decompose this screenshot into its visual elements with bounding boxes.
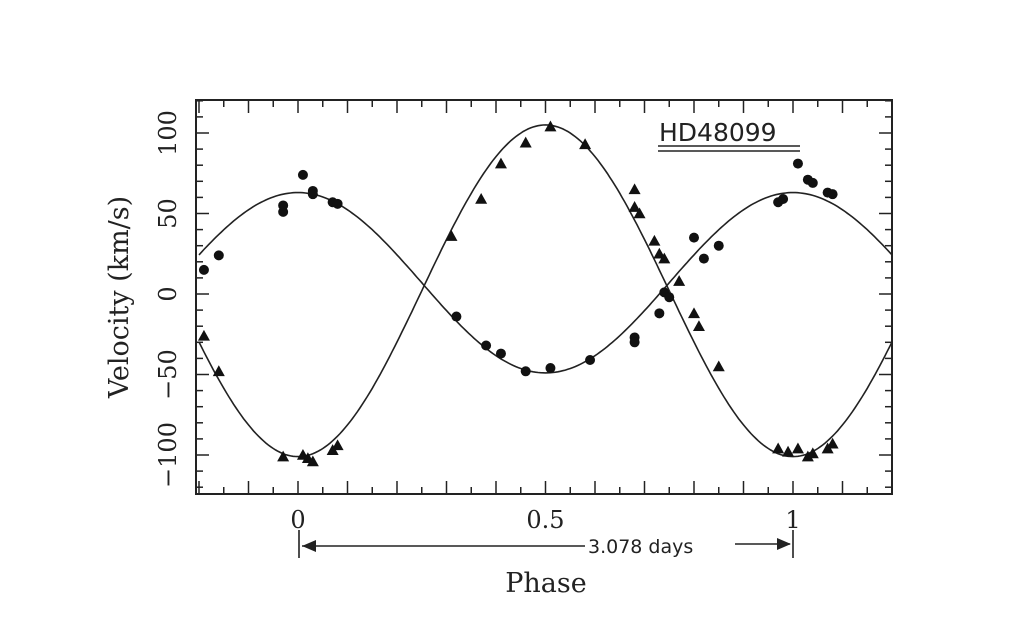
data-points xyxy=(197,120,839,467)
triangle-point xyxy=(791,442,804,454)
y-tick-label: 0 xyxy=(154,286,182,301)
star-name-annotation: HD48099 xyxy=(658,118,800,152)
circle-point xyxy=(332,198,343,209)
x-tick-label: 0 xyxy=(290,506,305,534)
circle-point xyxy=(278,200,289,211)
circle-point xyxy=(629,337,640,348)
triangle-point xyxy=(306,455,319,467)
triangle-point xyxy=(712,360,725,372)
circle-point xyxy=(213,250,224,261)
triangle-point xyxy=(688,307,700,319)
triangle-point xyxy=(445,230,458,241)
x-axis-title: Phase xyxy=(505,568,587,599)
triangle-point xyxy=(673,275,686,286)
triangle-point xyxy=(826,437,839,449)
star-name-text: HD48099 xyxy=(659,118,777,147)
triangle-point xyxy=(648,234,661,246)
tick-marks xyxy=(196,100,893,494)
y-tick-labels: −100 −50 0 50 100 xyxy=(154,110,182,488)
y-tick-label: −50 xyxy=(154,349,182,400)
triangle-point xyxy=(197,329,210,341)
triangle-point xyxy=(579,138,592,150)
triangle-point xyxy=(277,450,290,462)
y-axis-title: Velocity (km/s) xyxy=(104,196,135,399)
circle-point xyxy=(778,194,789,205)
circle-point xyxy=(297,169,308,180)
period-arrowhead-left xyxy=(302,540,316,552)
x-tick-labels: 0 0.5 1 xyxy=(290,506,800,534)
circle-point xyxy=(807,177,818,188)
triangle-point xyxy=(544,120,557,132)
triangle-point xyxy=(519,136,532,148)
triangle-point xyxy=(494,157,507,169)
triangle-point xyxy=(653,247,666,259)
circle-point xyxy=(827,189,838,200)
circle-point xyxy=(495,348,506,359)
x-tick-label: 1 xyxy=(785,506,800,534)
circle-point xyxy=(664,292,675,303)
circle-point xyxy=(585,355,596,366)
triangle-point xyxy=(658,252,671,264)
y-tick-label: 50 xyxy=(154,198,182,229)
y-tick-label: −100 xyxy=(154,422,182,488)
x-tick-label: 0.5 xyxy=(526,506,564,534)
circle-point xyxy=(481,340,492,351)
y-tick-label: 100 xyxy=(154,110,182,156)
circle-point xyxy=(713,240,724,251)
period-text: 3.078 days xyxy=(588,536,693,558)
plot-frame xyxy=(195,99,893,495)
triangle-point xyxy=(782,445,795,457)
triangle-point xyxy=(628,183,641,195)
triangle-point xyxy=(633,207,646,219)
triangle-point xyxy=(628,201,641,212)
circle-point xyxy=(307,189,318,200)
circle-point xyxy=(654,308,665,319)
circle-point xyxy=(520,366,531,377)
triangle-point xyxy=(692,320,705,331)
triangle-point xyxy=(772,442,785,454)
triangle-point xyxy=(801,450,814,462)
circle-point xyxy=(198,264,209,275)
period-arrowhead-right xyxy=(777,538,791,550)
circle-point xyxy=(545,363,556,374)
triangle-point xyxy=(806,447,819,459)
circle-point xyxy=(451,311,462,322)
circle-point xyxy=(792,158,803,169)
period-annotation: 3.078 days xyxy=(298,530,794,558)
circle-point xyxy=(698,253,709,264)
triangle-point xyxy=(331,439,344,451)
fit-curve xyxy=(198,191,893,374)
triangle-point xyxy=(212,365,225,377)
circle-point xyxy=(689,232,699,243)
triangle-point xyxy=(475,193,488,204)
